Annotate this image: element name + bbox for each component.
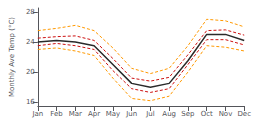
svg-text:Sep: Sep	[181, 110, 195, 118]
svg-text:28: 28	[26, 8, 35, 16]
svg-text:Monthly Ave Temp (°C): Monthly Ave Temp (°C)	[8, 17, 16, 97]
svg-text:Feb: Feb	[50, 110, 63, 118]
svg-text:Oct: Oct	[201, 110, 213, 118]
svg-text:Apr: Apr	[88, 110, 100, 118]
svg-text:24: 24	[26, 38, 35, 46]
svg-text:May: May	[106, 110, 120, 118]
svg-text:Aug: Aug	[162, 110, 176, 118]
svg-text:Jul: Jul	[145, 110, 155, 118]
svg-text:Nov: Nov	[219, 110, 233, 118]
svg-text:20: 20	[26, 68, 35, 76]
svg-text:Jun: Jun	[125, 110, 137, 118]
svg-text:16: 16	[26, 98, 35, 106]
svg-text:Dec: Dec	[237, 110, 251, 118]
svg-text:Mar: Mar	[69, 110, 82, 118]
svg-text:Jan: Jan	[31, 110, 43, 118]
